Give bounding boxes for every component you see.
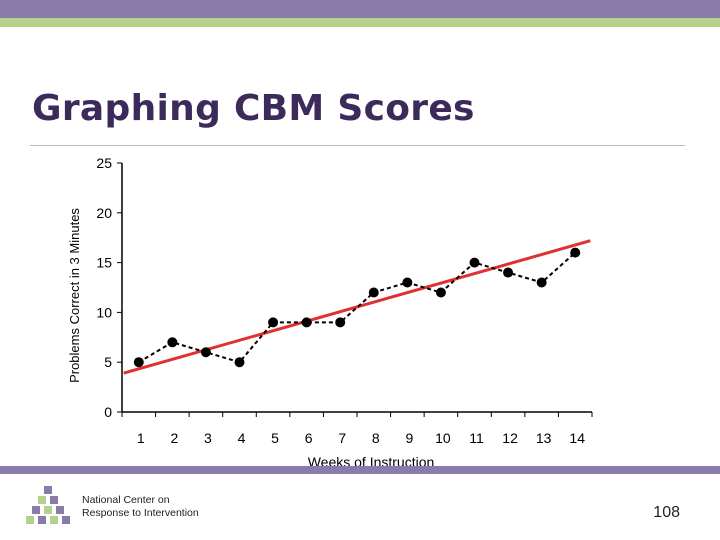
ncrti-logo-icon (26, 486, 70, 524)
x-tick-label: 9 (405, 430, 413, 446)
title-divider (30, 145, 685, 146)
y-axis-title: Problems Correct in 3 Minutes (67, 208, 82, 383)
y-tick-label: 5 (104, 354, 112, 370)
y-tick-label: 10 (96, 304, 112, 320)
y-tick-label: 25 (96, 155, 112, 171)
trend-line (123, 239, 591, 375)
x-tick-label: 2 (170, 430, 178, 446)
footer-line-1: National Center on (82, 494, 170, 506)
x-tick-label: 3 (204, 430, 212, 446)
footer-line-2: Response to Intervention (82, 507, 199, 519)
slide-title: Graphing CBM Scores (32, 88, 475, 129)
data-point (200, 347, 211, 358)
x-tick-label: 14 (569, 430, 585, 446)
x-tick-label: 11 (469, 430, 484, 446)
data-point (133, 357, 144, 368)
x-tick-label: 10 (435, 430, 451, 446)
data-point (301, 317, 312, 328)
data-point (234, 357, 245, 368)
data-point (503, 267, 514, 278)
bottom-band (0, 466, 720, 474)
data-point (402, 277, 413, 288)
data-point (335, 317, 346, 328)
x-tick-label: 4 (238, 430, 246, 446)
y-tick-label: 0 (104, 404, 112, 420)
data-point (368, 287, 379, 298)
y-tick-label: 20 (96, 205, 112, 221)
y-tick-label: 15 (96, 255, 112, 271)
footer-org-name: National Center on Response to Intervent… (82, 494, 199, 520)
data-series-line (138, 251, 576, 364)
data-point (268, 317, 279, 328)
x-tick-label: 7 (338, 430, 346, 446)
page-number: 108 (653, 504, 680, 521)
top-band-purple (0, 0, 720, 18)
data-point (167, 337, 178, 348)
x-tick-label: 6 (305, 430, 313, 446)
data-point (435, 287, 446, 298)
x-tick-label: 12 (502, 430, 518, 446)
x-tick-label: 5 (271, 430, 279, 446)
data-point (536, 277, 547, 288)
data-point (570, 247, 581, 258)
data-point (469, 257, 480, 268)
x-tick-label: 8 (372, 430, 380, 446)
x-tick-label: 1 (137, 430, 145, 446)
top-band-green (0, 18, 720, 27)
x-tick-label: 13 (536, 430, 552, 446)
